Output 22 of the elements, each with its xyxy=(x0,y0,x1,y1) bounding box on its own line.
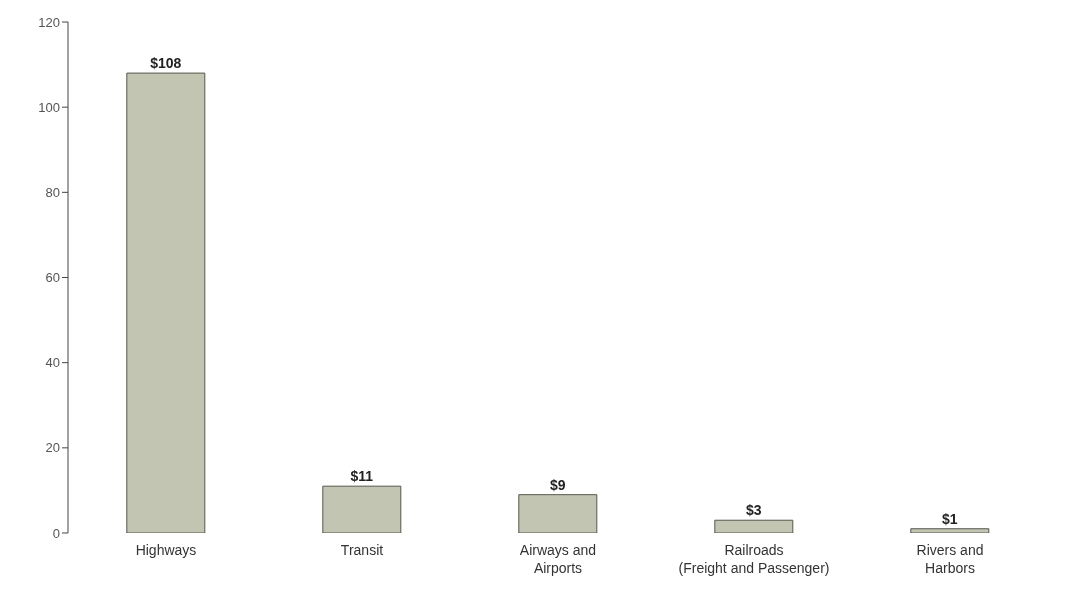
data-label: $108 xyxy=(150,55,182,72)
x-tick-label: Rivers and Harbors xyxy=(916,542,984,576)
y-tick-label: 60 xyxy=(45,270,60,286)
x-tick-label: Airways and Airports xyxy=(519,542,597,576)
data-label: $9 xyxy=(550,476,566,493)
y-tick-label: 0 xyxy=(52,525,60,541)
bar xyxy=(518,494,598,533)
data-label: $1 xyxy=(942,510,958,527)
data-label: $3 xyxy=(746,502,762,519)
x-tick-label: Railroads (Freight and Passenger) xyxy=(678,542,830,576)
bar xyxy=(714,519,794,533)
y-tick-label: 120 xyxy=(38,14,60,30)
y-tick-label: 20 xyxy=(45,440,60,456)
bar xyxy=(322,485,402,533)
y-tick-label: 40 xyxy=(45,355,60,371)
bar xyxy=(126,72,206,533)
bar xyxy=(910,528,990,533)
data-label: $11 xyxy=(350,468,374,485)
y-tick-label: 100 xyxy=(38,99,60,115)
y-tick-label: 80 xyxy=(45,184,60,200)
x-tick-label: Transit xyxy=(340,542,384,558)
x-tick-label: Highways xyxy=(135,542,197,558)
